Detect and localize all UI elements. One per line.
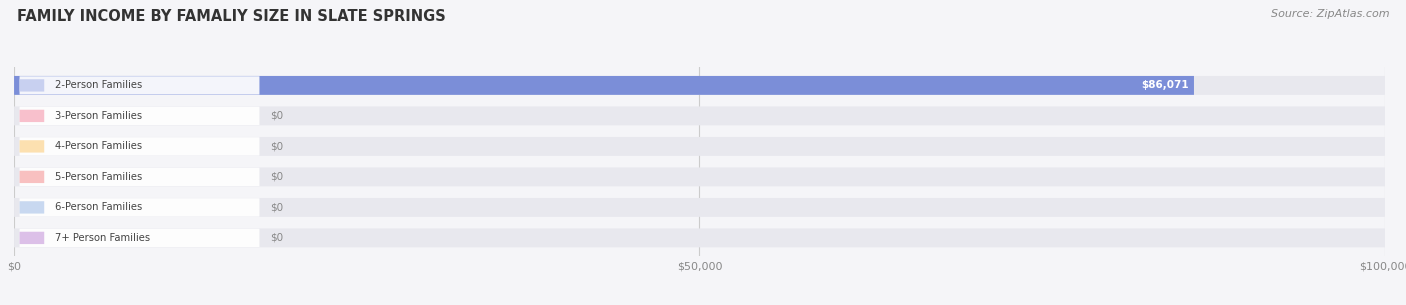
FancyBboxPatch shape [20, 229, 260, 247]
FancyBboxPatch shape [20, 76, 260, 95]
Text: 5-Person Families: 5-Person Families [55, 172, 142, 182]
FancyBboxPatch shape [14, 76, 1385, 95]
Text: $0: $0 [270, 172, 284, 182]
Text: 4-Person Families: 4-Person Families [55, 142, 142, 151]
FancyBboxPatch shape [20, 232, 44, 244]
Text: $0: $0 [270, 203, 284, 212]
Text: 2-Person Families: 2-Person Families [55, 81, 142, 90]
Text: FAMILY INCOME BY FAMALIY SIZE IN SLATE SPRINGS: FAMILY INCOME BY FAMALIY SIZE IN SLATE S… [17, 9, 446, 24]
Text: $86,071: $86,071 [1140, 81, 1188, 90]
Text: $0: $0 [270, 111, 284, 121]
FancyBboxPatch shape [14, 137, 1385, 156]
FancyBboxPatch shape [20, 140, 44, 152]
FancyBboxPatch shape [20, 198, 260, 217]
FancyBboxPatch shape [20, 110, 44, 122]
FancyBboxPatch shape [14, 106, 1385, 125]
FancyBboxPatch shape [14, 198, 1385, 217]
FancyBboxPatch shape [20, 107, 260, 125]
Text: Source: ZipAtlas.com: Source: ZipAtlas.com [1271, 9, 1389, 19]
FancyBboxPatch shape [20, 79, 44, 91]
FancyBboxPatch shape [14, 228, 1385, 247]
Text: 7+ Person Families: 7+ Person Families [55, 233, 150, 243]
FancyBboxPatch shape [20, 168, 260, 186]
Text: $0: $0 [270, 142, 284, 151]
Text: 3-Person Families: 3-Person Families [55, 111, 142, 121]
FancyBboxPatch shape [20, 201, 44, 214]
FancyBboxPatch shape [20, 137, 260, 156]
Text: 6-Person Families: 6-Person Families [55, 203, 142, 212]
FancyBboxPatch shape [14, 167, 1385, 186]
FancyBboxPatch shape [14, 76, 1194, 95]
Text: $0: $0 [270, 233, 284, 243]
FancyBboxPatch shape [20, 171, 44, 183]
